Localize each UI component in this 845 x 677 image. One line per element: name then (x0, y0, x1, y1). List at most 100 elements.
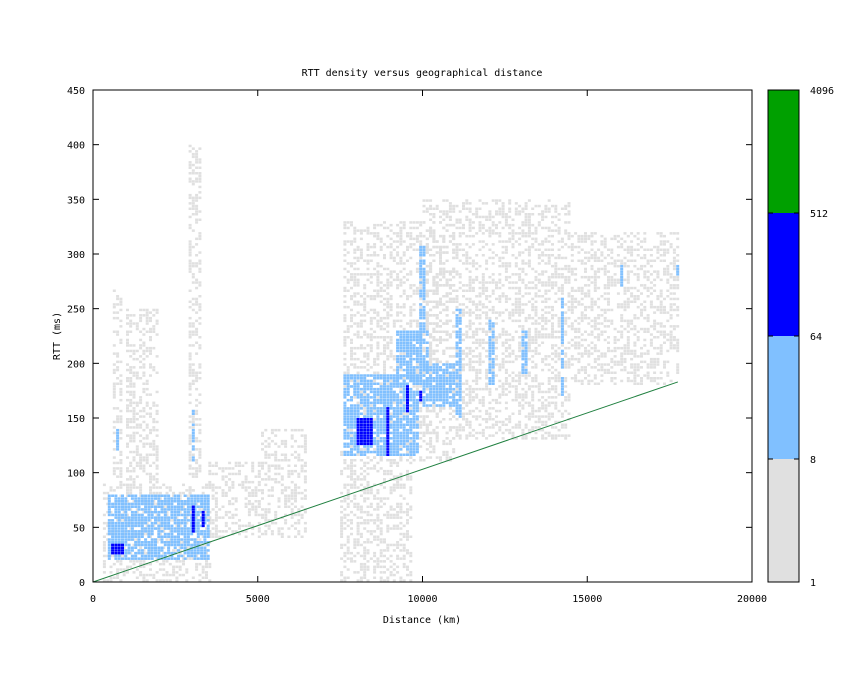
heatmap-cell (495, 210, 498, 213)
heatmap-cell (468, 218, 472, 221)
heatmap-cell (257, 535, 261, 538)
heatmap-cell (195, 562, 199, 566)
heatmap-cell (303, 439, 307, 443)
heatmap-cell (537, 387, 541, 391)
heatmap-cell (567, 202, 571, 205)
heatmap-cell (551, 322, 554, 325)
heatmap-cell (455, 218, 459, 221)
heatmap-cell (340, 491, 344, 495)
heatmap-cell (188, 226, 192, 230)
heatmap-cell (544, 248, 548, 251)
heatmap-cell (491, 327, 495, 331)
heatmap-cell (442, 352, 446, 355)
heatmap-cell (455, 431, 459, 435)
heatmap-cell (191, 303, 195, 306)
heatmap-cell (554, 368, 558, 372)
heatmap-cell (356, 333, 360, 336)
heatmap-cell (234, 461, 238, 465)
heatmap-cell (537, 344, 541, 347)
heatmap-cell (501, 202, 505, 205)
heatmap-cell (570, 300, 574, 303)
heatmap-cell (551, 327, 554, 331)
heatmap-cell (132, 532, 136, 536)
heatmap-cell (376, 538, 380, 541)
heatmap-cell (508, 226, 512, 230)
heatmap-cell (518, 371, 522, 374)
heatmap-cell (590, 341, 594, 344)
heatmap-cell (488, 232, 492, 235)
heatmap-cell (488, 393, 492, 396)
heatmap-cell (195, 281, 199, 284)
heatmap-cell (396, 232, 400, 235)
heatmap-cell (191, 152, 195, 156)
heatmap-cell (567, 221, 571, 224)
heatmap-cell (373, 273, 377, 276)
heatmap-cell (534, 314, 538, 317)
heatmap-cell (356, 521, 360, 525)
heatmap-cell (554, 437, 558, 440)
heatmap-cell (214, 505, 218, 508)
heatmap-cell (577, 237, 581, 241)
heatmap-cell (198, 158, 202, 161)
heatmap-cell (119, 469, 123, 473)
heatmap-cell (412, 292, 416, 295)
heatmap-cell (442, 226, 446, 230)
heatmap-cell (300, 505, 304, 508)
heatmap-cell (119, 554, 123, 558)
heatmap-cell (485, 218, 489, 221)
heatmap-cell (406, 538, 409, 541)
heatmap-cell (274, 428, 278, 432)
heatmap-cell (508, 311, 512, 314)
heatmap-cell (182, 527, 185, 530)
heatmap-cell (145, 500, 149, 503)
heatmap-cell (590, 300, 594, 303)
heatmap-cell (468, 226, 472, 230)
heatmap-cell (521, 311, 525, 314)
heatmap-cell (149, 319, 152, 323)
heatmap-cell (376, 469, 380, 473)
heatmap-cell (369, 273, 373, 276)
heatmap-cell (415, 420, 419, 424)
heatmap-cell (541, 327, 545, 331)
heatmap-cell (419, 459, 423, 462)
heatmap-cell (102, 565, 106, 569)
heatmap-cell (139, 459, 143, 462)
heatmap-cell (468, 426, 472, 429)
heatmap-cell (551, 415, 554, 418)
heatmap-cell (142, 344, 146, 347)
heatmap-cell (551, 275, 554, 279)
heatmap-cell (537, 223, 541, 227)
heatmap-cell (214, 513, 218, 517)
heatmap-cell (468, 366, 472, 369)
heatmap-cell (439, 259, 442, 262)
heatmap-cell (462, 202, 465, 205)
heatmap-cell (425, 428, 429, 432)
heatmap-cell (165, 579, 169, 582)
heatmap-cell (488, 218, 492, 221)
heatmap-cell (564, 333, 568, 336)
heatmap-cell (369, 467, 373, 470)
heatmap-cell (527, 338, 531, 342)
heatmap-cell (531, 355, 535, 358)
heatmap-cell (112, 551, 116, 555)
heatmap-cell (369, 319, 373, 323)
heatmap-cell (211, 519, 215, 522)
heatmap-cell (455, 295, 459, 298)
heatmap-cell (228, 489, 232, 492)
heatmap-cell (425, 295, 429, 298)
heatmap-cell (501, 327, 505, 331)
heatmap-cell (264, 524, 268, 528)
heatmap-cell (135, 426, 139, 429)
heatmap-cell (155, 450, 159, 454)
heatmap-cell (182, 541, 185, 544)
heatmap-cell (590, 254, 594, 257)
heatmap-cell (386, 311, 390, 314)
heatmap-cell (402, 305, 406, 309)
heatmap-cell (386, 303, 390, 306)
heatmap-cell (432, 448, 436, 451)
heatmap-cell (119, 541, 123, 544)
heatmap-cell (126, 491, 129, 495)
heatmap-cell (139, 513, 143, 517)
heatmap-cell (195, 207, 199, 210)
heatmap-cell (135, 374, 139, 377)
